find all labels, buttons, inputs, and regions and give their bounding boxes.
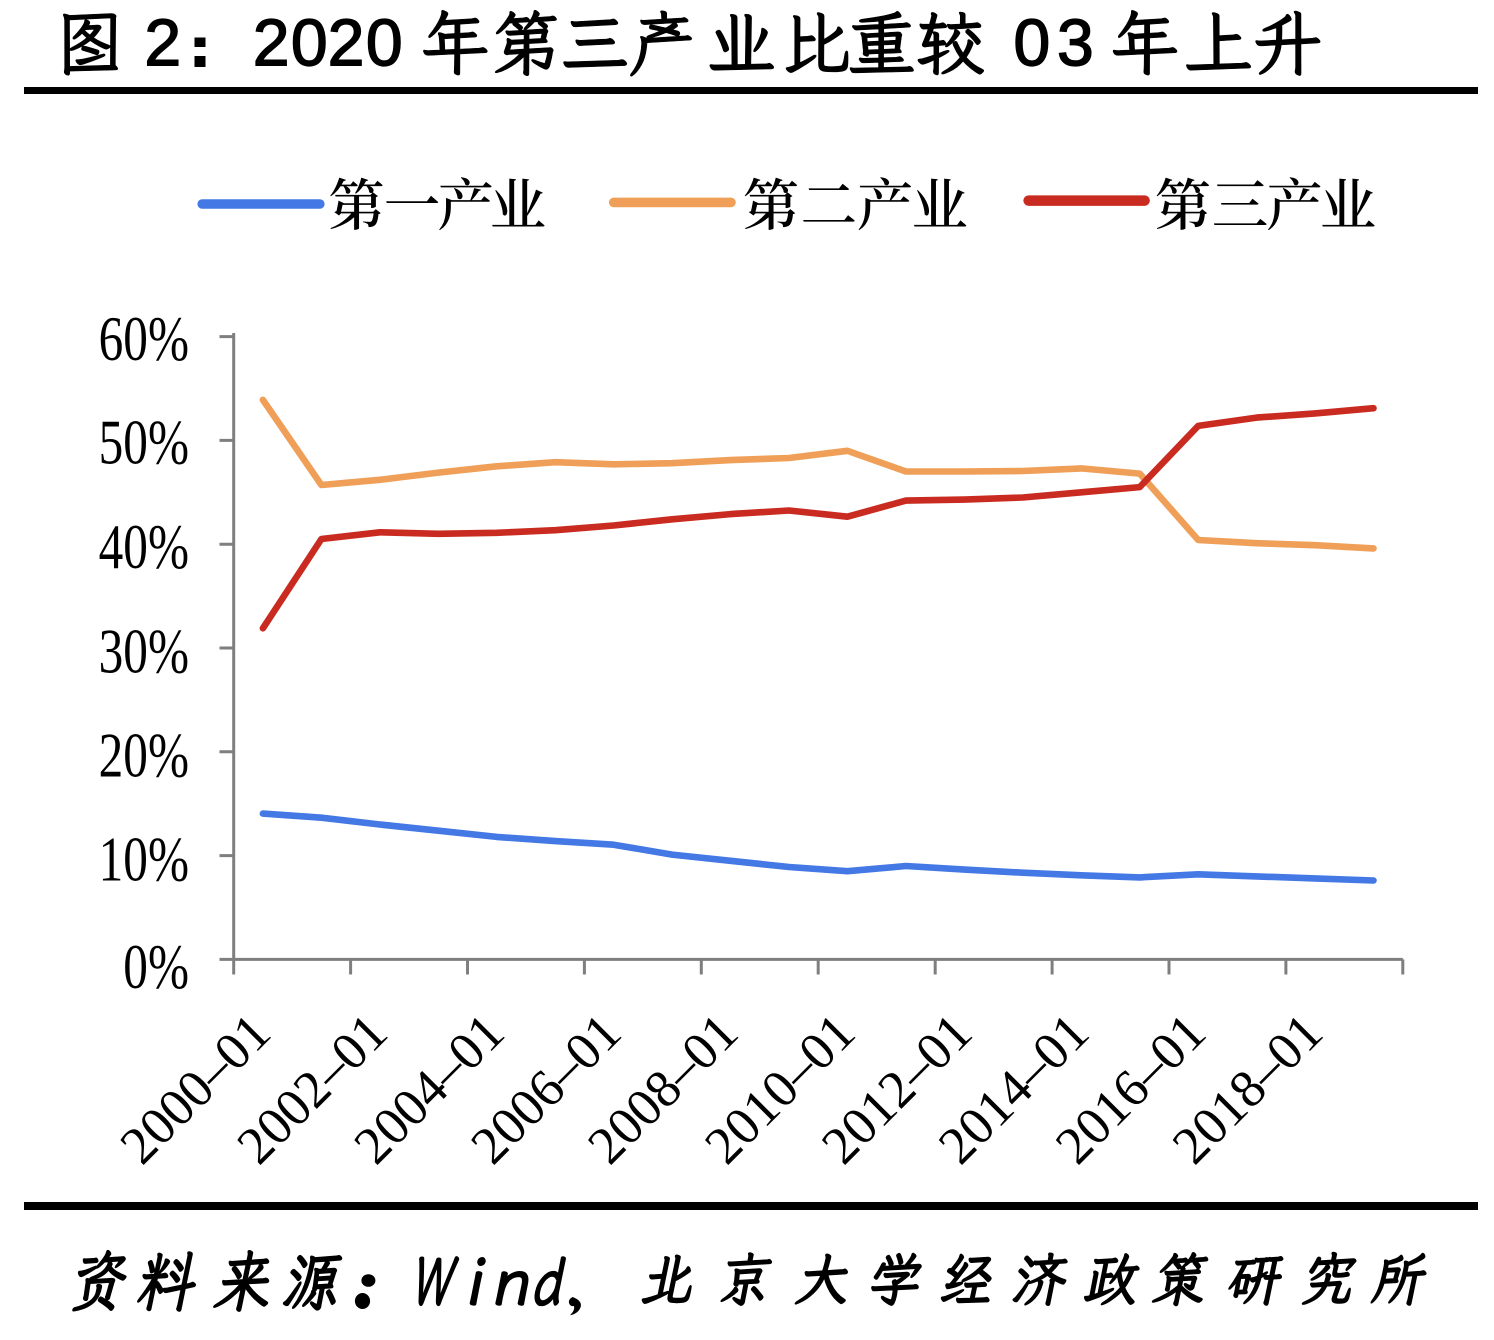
svg-text:10%: 10% — [99, 824, 189, 895]
svg-text:20%: 20% — [99, 721, 189, 792]
svg-text:30%: 30% — [99, 616, 189, 687]
svg-text:50%: 50% — [99, 408, 189, 479]
svg-text:40%: 40% — [99, 512, 189, 583]
svg-text:0%: 0% — [123, 932, 189, 1003]
svg-text:60%: 60% — [99, 304, 189, 375]
